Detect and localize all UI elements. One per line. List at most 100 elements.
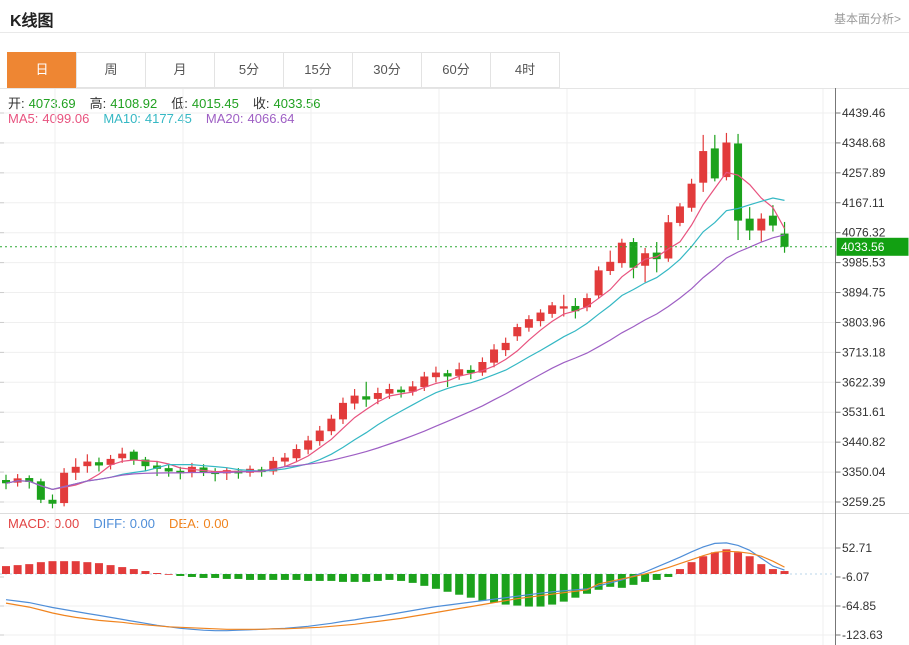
macd-bar [176, 574, 185, 576]
axis-label: 3531.61 [842, 405, 886, 419]
legend-value: 4033.56 [273, 96, 321, 111]
macd-bar [83, 562, 92, 574]
ma20-line [5, 234, 785, 491]
axis-label: 3259.25 [842, 495, 886, 509]
macd-bar [559, 574, 568, 602]
macd-bar [699, 556, 708, 574]
candle-body [571, 305, 580, 312]
macd-bar [199, 574, 208, 578]
tab-15分[interactable]: 15分 [283, 52, 353, 88]
candle-body [664, 222, 673, 259]
tab-月[interactable]: 月 [145, 52, 215, 88]
legend-label: MA5: [8, 111, 39, 126]
candle-body [106, 458, 115, 465]
tab-周[interactable]: 周 [76, 52, 146, 88]
legend-value: 4099.06 [42, 111, 90, 126]
macd-bar [606, 574, 615, 587]
macd-bar [768, 569, 777, 574]
macd-bar [466, 574, 475, 598]
macd-bar [629, 574, 638, 585]
legend-value: 0.00 [53, 516, 80, 531]
candle-body [652, 252, 661, 260]
candle-body [153, 465, 162, 469]
macd-bar [48, 561, 57, 574]
macd-bar [687, 562, 696, 574]
macd-bar [304, 574, 313, 581]
legend-value: 4177.45 [144, 111, 192, 126]
macd-dea-line [5, 550, 785, 630]
macd-bar [385, 574, 394, 580]
macd-bar [780, 571, 789, 574]
macd-bar [327, 574, 336, 581]
legend-value: 4015.45 [191, 96, 239, 111]
ma5-line [5, 171, 786, 491]
legend-value: 4066.64 [247, 111, 295, 126]
tab-30分[interactable]: 30分 [352, 52, 422, 88]
header-divider [0, 32, 909, 33]
axis-label: 4076.32 [842, 226, 886, 240]
macd-bar [710, 552, 719, 574]
macd-bar [164, 574, 173, 575]
fundamental-analysis-link[interactable]: 基本面分析> [833, 12, 901, 26]
candle-body [745, 218, 754, 231]
candle-body [373, 392, 382, 399]
axis-label: -6.07 [842, 570, 870, 584]
legend-label: DIFF: [93, 516, 126, 531]
interval-tabs: 日周月 5分 15分 30分 60分 4时 [7, 52, 560, 88]
candle-body [478, 362, 487, 373]
axis-label: 3713.18 [842, 345, 886, 359]
macd-bar [548, 574, 557, 605]
candle-body [199, 467, 208, 473]
candle-body [490, 349, 499, 363]
candle-body [315, 430, 324, 442]
candle-body [466, 369, 475, 374]
legend-label: MACD: [8, 516, 50, 531]
axis-label: 3440.82 [842, 435, 886, 449]
macd-bar [257, 574, 266, 580]
macd-bar [292, 574, 301, 580]
candle-body [780, 233, 789, 247]
legend-label: MA10: [103, 111, 141, 126]
tab-4时[interactable]: 4时 [490, 52, 560, 88]
tab-5分[interactable]: 5分 [214, 52, 284, 88]
legend-label: MA20: [205, 111, 244, 126]
macd-bar [25, 564, 34, 574]
candle-body [524, 319, 533, 328]
macd-diff-line [5, 542, 785, 632]
macd-bar [664, 574, 673, 577]
axis-label: 3622.39 [842, 375, 886, 389]
candle-body [327, 418, 336, 432]
macd-bar [269, 574, 278, 580]
candle-body [757, 218, 766, 231]
macd-bar [373, 574, 382, 581]
macd-bar [2, 566, 10, 574]
macd-bar [362, 574, 371, 582]
tab-60分[interactable]: 60分 [421, 52, 491, 88]
macd-bar [757, 564, 766, 574]
macd-bar [350, 574, 359, 582]
axis-label: 4167.11 [842, 196, 885, 210]
macd-bar [71, 561, 80, 574]
macd-bar [675, 569, 684, 574]
ma-legend: MA5: 4099.06 MA10: 4177.45 MA20: 4066.64 [8, 111, 309, 126]
candle-body [443, 373, 452, 377]
macd-bar [617, 574, 626, 588]
macd-bar [211, 574, 220, 578]
axis-label: -64.85 [842, 599, 876, 613]
ohlc-legend: 开: 4073.69 高: 4108.92 低: 4015.45 收: 4033.56 [8, 93, 335, 112]
macd-bar [513, 574, 522, 606]
price-badge-text: 4033.56 [841, 240, 885, 254]
candle-body [292, 449, 301, 459]
candle-body [501, 342, 510, 351]
candle-body [25, 478, 34, 482]
tab-日[interactable]: 日 [7, 52, 77, 88]
legend-label: DEA: [169, 516, 200, 531]
axis-label: 4439.46 [842, 106, 886, 120]
candle-body [83, 461, 92, 467]
macd-bar [571, 574, 580, 598]
candle-body [350, 395, 359, 404]
candle-body [118, 453, 127, 459]
legend-label: 收: [252, 96, 270, 111]
